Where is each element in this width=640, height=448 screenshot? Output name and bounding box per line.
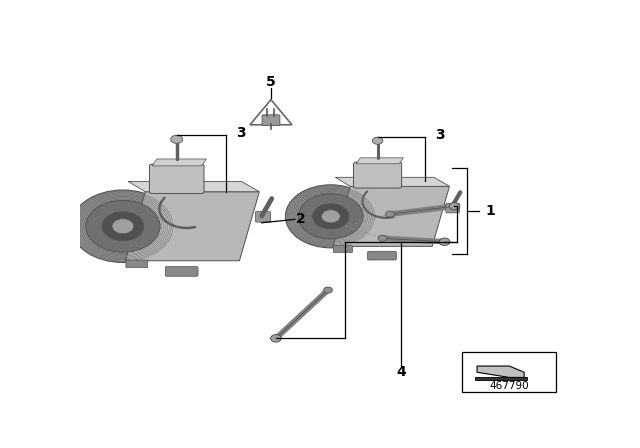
Text: 1: 1: [486, 204, 495, 218]
Text: 467790: 467790: [489, 381, 529, 391]
Text: 3: 3: [435, 129, 444, 142]
Polygon shape: [333, 186, 449, 246]
Circle shape: [171, 135, 182, 143]
FancyBboxPatch shape: [150, 164, 204, 194]
Circle shape: [112, 219, 134, 234]
Circle shape: [439, 238, 450, 246]
Circle shape: [385, 211, 394, 217]
Circle shape: [321, 210, 340, 223]
FancyBboxPatch shape: [446, 203, 460, 213]
Polygon shape: [475, 377, 527, 380]
Polygon shape: [477, 366, 524, 377]
Circle shape: [324, 287, 332, 293]
Polygon shape: [125, 192, 259, 261]
Circle shape: [449, 202, 460, 210]
Text: 2: 2: [296, 212, 305, 226]
FancyBboxPatch shape: [255, 211, 271, 222]
Polygon shape: [250, 99, 292, 125]
FancyBboxPatch shape: [367, 251, 396, 260]
Polygon shape: [128, 181, 259, 192]
Circle shape: [372, 137, 383, 144]
Circle shape: [285, 185, 376, 248]
Circle shape: [313, 204, 349, 229]
Bar: [462, 352, 556, 392]
FancyBboxPatch shape: [333, 246, 353, 252]
Circle shape: [271, 335, 281, 342]
Text: 3: 3: [236, 126, 246, 140]
Circle shape: [86, 200, 160, 252]
FancyBboxPatch shape: [165, 267, 198, 276]
Circle shape: [298, 194, 363, 239]
FancyBboxPatch shape: [126, 260, 148, 267]
Text: 5: 5: [266, 75, 276, 90]
Polygon shape: [356, 158, 403, 164]
Circle shape: [102, 212, 144, 241]
Circle shape: [71, 190, 175, 263]
Polygon shape: [152, 159, 207, 166]
Polygon shape: [335, 177, 449, 186]
Text: 4: 4: [396, 365, 406, 379]
Circle shape: [378, 235, 387, 241]
FancyBboxPatch shape: [262, 115, 280, 125]
FancyBboxPatch shape: [353, 162, 402, 188]
